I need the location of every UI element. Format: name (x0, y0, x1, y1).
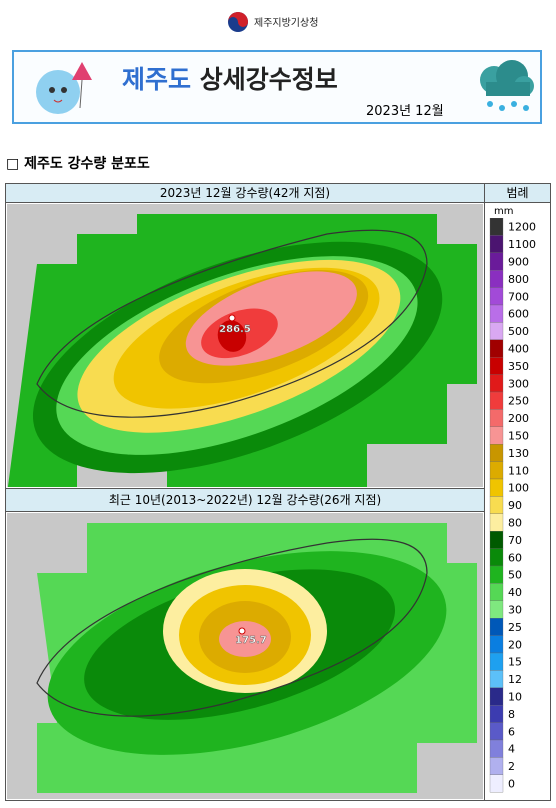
legend-swatch (489, 444, 504, 462)
legend-label: 30 (508, 604, 522, 617)
legend-swatch (489, 618, 504, 636)
agency: 제주지방기상청 (254, 18, 319, 29)
legend-label: 8 (508, 708, 515, 721)
legend-swatch (489, 374, 504, 393)
legend-swatch (489, 757, 504, 775)
legend-label: 500 (508, 325, 529, 338)
banner-period: 2023년 12월 (366, 104, 444, 119)
banner: 제주도 상세강수정보 2023년 12월 (12, 50, 542, 124)
legend-label: 100 (508, 482, 529, 495)
legend-swatch (489, 531, 504, 549)
legend-label: 600 (508, 308, 529, 321)
legend-label: 4 (508, 743, 515, 756)
legend-swatch (489, 600, 504, 619)
legend-label: 40 (508, 586, 522, 599)
legend-label: 15 (508, 656, 522, 669)
cloud-icon (480, 60, 534, 111)
max-label: 286.5 (219, 324, 251, 335)
legend-swatch (489, 705, 504, 723)
map-title: 2023년 12월 강수량(42개 지점) (5, 183, 485, 203)
legend-swatch (489, 722, 504, 741)
legend-label: 10 (508, 691, 522, 704)
legend-label: 20 (508, 638, 522, 651)
legend-label: 80 (508, 517, 522, 530)
legend-label: 6 (508, 725, 515, 738)
banner-title: 제주도 상세강수정보 (122, 60, 338, 96)
legend-swatch (489, 461, 504, 480)
legend-swatch (489, 391, 504, 410)
legend-label: 60 (508, 551, 522, 564)
legend-label: 1200 (508, 221, 536, 234)
legend-swatch (489, 235, 504, 253)
legend-label: 50 (508, 569, 522, 582)
title-main: 상세강수정보 (199, 65, 338, 94)
legend-title: 범례 (484, 183, 551, 203)
legend-swatch (489, 304, 504, 323)
logo (228, 12, 248, 32)
legend-label: 2 (508, 760, 515, 773)
legend-label: 70 (508, 534, 522, 547)
legend-label: 250 (508, 395, 529, 408)
legend-swatch (489, 409, 504, 427)
legend-swatch (489, 496, 504, 514)
section-title: □ 제주도 강수량 분포도 (6, 156, 150, 172)
legend-swatch (489, 635, 504, 654)
legend-label: 200 (508, 412, 529, 425)
legend-swatch (489, 270, 504, 288)
title-region: 제주도 (122, 65, 192, 94)
legend-label: 1100 (508, 238, 536, 251)
legend-label: 90 (508, 499, 522, 512)
legend-label: 150 (508, 430, 529, 443)
legend-swatch (489, 426, 504, 445)
legend-swatch (489, 565, 504, 584)
rain-map: 286.5 (7, 204, 483, 487)
legend-label: 300 (508, 377, 529, 390)
legend-label: 130 (508, 447, 529, 460)
legend-swatch (489, 322, 504, 340)
map-title: 최근 10년(2013~2022년) 12월 강수량(26개 지점) (5, 488, 485, 512)
legend-label: 700 (508, 290, 529, 303)
legend-swatch (489, 687, 504, 706)
legend-label: 900 (508, 256, 529, 269)
mascot (36, 62, 92, 114)
max-label: 175.7 (235, 635, 267, 646)
legend-swatch (489, 513, 504, 532)
legend-scale: 1200110090080070060050040035030025020015… (489, 218, 536, 793)
legend-label: 110 (508, 464, 529, 477)
legend-label: 25 (508, 621, 522, 634)
legend-swatch (489, 218, 504, 236)
legend-swatch (489, 252, 504, 271)
rain-map: 175.7 (7, 513, 483, 799)
legend-swatch (489, 774, 504, 793)
legend-swatch (489, 739, 504, 758)
legend-cell (484, 202, 551, 801)
legend-swatch (489, 548, 504, 567)
legend-label: 350 (508, 360, 529, 373)
legend-unit: mm (494, 206, 514, 217)
legend-swatch (489, 478, 504, 497)
legend-swatch (489, 670, 504, 688)
legend-label: 12 (508, 673, 522, 686)
legend-swatch (489, 357, 504, 375)
legend-swatch (489, 583, 504, 601)
legend-label: 0 (508, 778, 515, 791)
legend-swatch (489, 339, 504, 358)
legend-label: 800 (508, 273, 529, 286)
legend-swatch (489, 652, 504, 671)
legend-swatch (489, 287, 504, 306)
legend-label: 400 (508, 343, 529, 356)
